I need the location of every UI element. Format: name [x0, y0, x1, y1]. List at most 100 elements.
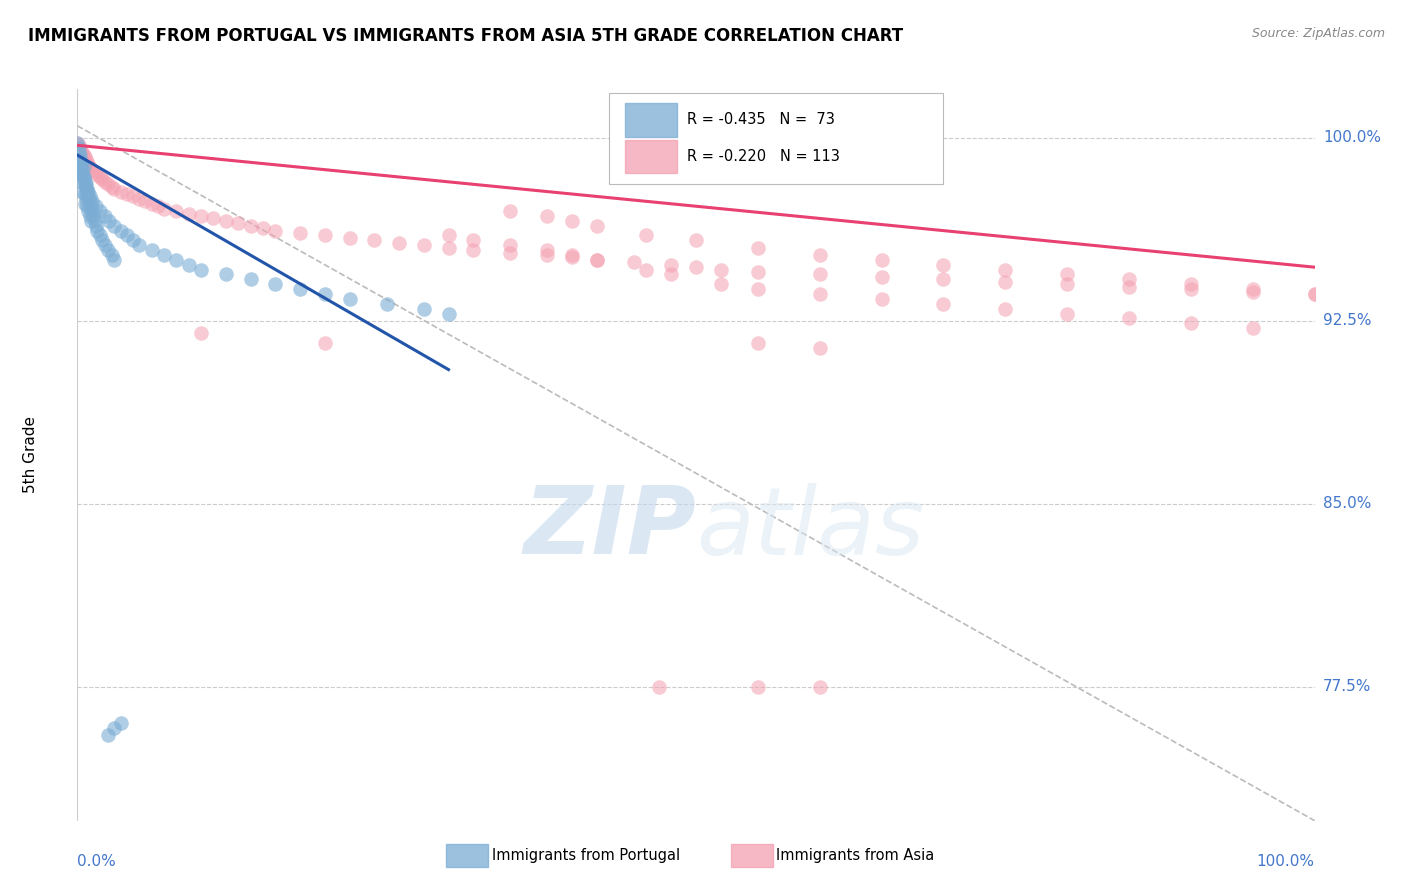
Point — [226, 216, 249, 230]
Point — [561, 248, 583, 262]
Point — [190, 262, 212, 277]
Point — [1056, 268, 1078, 282]
Point — [97, 728, 120, 742]
Point — [710, 262, 733, 277]
Point — [67, 141, 90, 155]
Point — [264, 224, 287, 238]
Point — [101, 248, 124, 262]
Point — [1180, 277, 1202, 292]
Point — [89, 228, 111, 243]
Point — [499, 204, 522, 219]
Text: 100.0%: 100.0% — [1257, 854, 1315, 869]
Point — [870, 292, 893, 306]
Point — [67, 145, 90, 160]
Point — [412, 238, 434, 252]
Text: 85.0%: 85.0% — [1323, 496, 1371, 511]
Point — [86, 168, 108, 182]
Point — [122, 189, 145, 203]
Point — [75, 192, 97, 206]
Point — [314, 287, 336, 301]
Point — [93, 238, 115, 252]
Point — [73, 196, 96, 211]
Point — [1118, 279, 1140, 293]
Point — [1118, 272, 1140, 286]
FancyBboxPatch shape — [626, 140, 678, 173]
Point — [685, 233, 707, 247]
Point — [72, 148, 94, 162]
Point — [79, 189, 101, 203]
Point — [69, 155, 91, 169]
Point — [72, 175, 94, 189]
FancyBboxPatch shape — [446, 844, 488, 867]
Text: 77.5%: 77.5% — [1323, 679, 1371, 694]
Point — [239, 219, 262, 233]
Point — [75, 178, 97, 192]
Point — [72, 155, 94, 169]
Point — [1241, 282, 1264, 296]
Text: atlas: atlas — [696, 483, 924, 574]
Point — [93, 175, 115, 189]
Point — [636, 228, 658, 243]
Point — [623, 255, 645, 269]
Point — [73, 151, 96, 165]
Point — [98, 214, 121, 228]
Point — [76, 185, 98, 199]
Point — [72, 160, 94, 174]
Text: IMMIGRANTS FROM PORTUGAL VS IMMIGRANTS FROM ASIA 5TH GRADE CORRELATION CHART: IMMIGRANTS FROM PORTUGAL VS IMMIGRANTS F… — [28, 27, 903, 45]
Point — [870, 252, 893, 267]
Point — [1303, 287, 1326, 301]
Point — [70, 143, 93, 157]
Point — [82, 194, 104, 209]
Point — [808, 680, 831, 694]
Point — [339, 231, 361, 245]
Point — [77, 158, 100, 172]
Point — [69, 153, 91, 167]
Point — [561, 251, 583, 265]
Point — [994, 275, 1017, 289]
Point — [75, 153, 97, 167]
Point — [586, 252, 609, 267]
Point — [115, 187, 138, 202]
Point — [314, 228, 336, 243]
Point — [97, 243, 120, 257]
Point — [141, 243, 163, 257]
Point — [437, 228, 460, 243]
Point — [110, 716, 132, 731]
Point — [72, 169, 94, 184]
Point — [994, 262, 1017, 277]
Point — [84, 219, 107, 233]
Point — [870, 269, 893, 284]
Point — [110, 185, 132, 199]
Point — [66, 136, 89, 150]
Point — [79, 194, 101, 209]
FancyBboxPatch shape — [626, 103, 678, 136]
Point — [463, 243, 485, 257]
Point — [1303, 287, 1326, 301]
Point — [73, 175, 96, 189]
Point — [685, 260, 707, 275]
Point — [73, 158, 96, 172]
Point — [83, 165, 105, 179]
Point — [76, 182, 98, 196]
Point — [72, 145, 94, 160]
Point — [70, 160, 93, 174]
Point — [69, 148, 91, 162]
Point — [747, 265, 769, 279]
Text: 100.0%: 100.0% — [1323, 130, 1381, 145]
Point — [1180, 282, 1202, 296]
Point — [84, 199, 107, 213]
Point — [82, 162, 104, 177]
Point — [586, 252, 609, 267]
Point — [153, 248, 176, 262]
Point — [122, 233, 145, 247]
Text: Source: ZipAtlas.com: Source: ZipAtlas.com — [1251, 27, 1385, 40]
Text: R = -0.220   N = 113: R = -0.220 N = 113 — [688, 149, 841, 164]
Point — [153, 202, 176, 216]
Point — [80, 214, 103, 228]
Point — [177, 206, 200, 220]
Point — [808, 341, 831, 355]
Point — [747, 335, 769, 350]
Point — [202, 211, 225, 226]
Point — [73, 178, 96, 192]
Point — [314, 335, 336, 350]
